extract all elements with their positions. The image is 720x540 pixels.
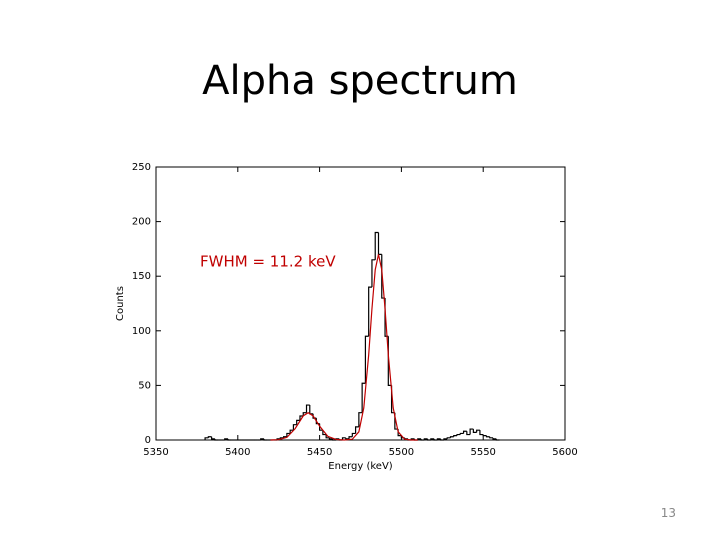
- histogram-bin: [443, 438, 448, 440]
- histogram-bin: [456, 433, 461, 436]
- histogram-bin: [449, 436, 454, 438]
- fit-curve: [270, 254, 418, 441]
- histogram-bin: [292, 424, 297, 431]
- histogram-bin: [345, 437, 350, 440]
- histogram-bin: [377, 232, 382, 255]
- histogram-bin: [472, 429, 477, 433]
- histogram-bin: [332, 438, 336, 441]
- histogram-bin: [469, 428, 474, 435]
- slide-title: Alpha spectrum: [202, 58, 518, 104]
- histogram-bin: [325, 434, 330, 439]
- histogram-bin: [211, 436, 215, 440]
- histogram-bin: [358, 412, 363, 427]
- histogram-bin: [492, 437, 497, 440]
- histogram-bin: [305, 404, 310, 413]
- histogram-bin: [453, 435, 458, 437]
- y-axis-label: Counts: [115, 286, 126, 321]
- histogram-bin: [296, 419, 300, 425]
- y-tick-label: 100: [132, 326, 151, 337]
- annotation: FWHM = 11.2 keV: [200, 253, 336, 271]
- histogram-bin: [361, 382, 366, 413]
- histogram-bin: [348, 436, 353, 439]
- histogram-bin: [309, 405, 314, 415]
- histogram-bin: [423, 438, 428, 440]
- histogram-bin: [446, 437, 451, 439]
- x-tick-label: 5500: [389, 447, 414, 458]
- histogram-bin: [224, 438, 228, 440]
- histogram-bin: [374, 231, 379, 260]
- histogram-bin: [371, 259, 376, 288]
- y-tick-label: 150: [132, 271, 151, 282]
- histogram-bin: [299, 415, 304, 421]
- x-axis-label: Energy (keV): [328, 461, 393, 472]
- histogram-bin: [489, 436, 494, 439]
- histogram-bin: [279, 437, 284, 439]
- histogram-bin: [368, 286, 372, 337]
- histogram-bin: [283, 436, 287, 438]
- histogram-bin: [430, 438, 435, 440]
- histogram-bin: [479, 430, 484, 436]
- histogram-bin: [286, 432, 291, 437]
- histogram-bin: [364, 335, 369, 384]
- plot-frame: [155, 166, 566, 441]
- histogram-bin: [214, 438, 219, 441]
- x-tick-label: 5600: [552, 447, 577, 458]
- histogram-bin: [462, 430, 467, 434]
- histogram-bin: [433, 438, 438, 441]
- histogram-bin: [322, 430, 327, 436]
- histogram-bin: [289, 429, 294, 434]
- histogram-bin: [436, 438, 441, 440]
- histogram-bin: [420, 438, 425, 441]
- histogram-bin: [328, 437, 333, 440]
- histogram-bin: [485, 435, 490, 438]
- histogram-bin: [207, 436, 212, 438]
- y-tick-label: 200: [132, 217, 151, 228]
- histogram-bin: [260, 438, 264, 440]
- histogram-bin: [227, 438, 232, 441]
- x-tick-label: 5400: [225, 447, 250, 458]
- histogram-bin: [476, 429, 480, 433]
- histogram-bin: [466, 431, 471, 436]
- histogram-bin: [351, 432, 356, 437]
- y-tick-label: 250: [132, 162, 151, 173]
- histogram-bin: [302, 412, 307, 416]
- histogram-bin: [426, 438, 431, 441]
- page-number: 13: [660, 506, 676, 520]
- y-tick-label: 0: [145, 435, 151, 446]
- histogram-bin: [440, 438, 444, 441]
- x-tick-label: 5450: [307, 447, 332, 458]
- histogram-bin: [354, 426, 359, 434]
- y-tick-label: 50: [138, 380, 151, 391]
- histogram-bin: [204, 437, 209, 440]
- histogram-bin: [341, 437, 346, 440]
- histogram-bin: [495, 438, 500, 441]
- histogram-bin: [263, 438, 268, 441]
- x-tick-label: 5350: [143, 447, 168, 458]
- histogram-bin: [482, 434, 487, 437]
- x-tick-label: 5550: [470, 447, 495, 458]
- histogram-bin: [459, 432, 464, 435]
